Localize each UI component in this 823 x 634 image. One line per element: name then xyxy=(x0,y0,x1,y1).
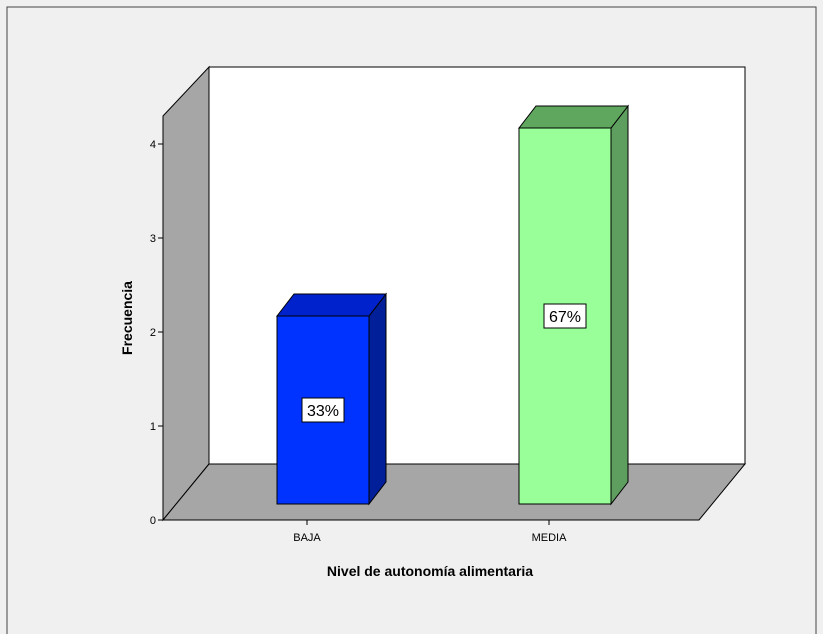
y-axis-title: Frecuencia xyxy=(119,281,135,355)
bar-baja: 33% xyxy=(275,292,388,506)
bar-top xyxy=(275,293,388,317)
y-tick-label: 2 xyxy=(150,327,156,339)
bars: 33% 67% xyxy=(275,104,630,506)
bar-side xyxy=(368,292,387,506)
x-axis-title: Nivel de autonomía alimentaria xyxy=(327,563,533,579)
data-label-box xyxy=(543,303,587,329)
y-axis-ticks: 0 1 2 3 4 xyxy=(150,139,163,527)
data-label: 67% xyxy=(549,309,581,326)
bar-media: 67% xyxy=(517,104,630,506)
bar-top xyxy=(517,105,630,129)
y-tick-label: 4 xyxy=(150,139,156,151)
bar-side xyxy=(610,104,629,506)
data-label: 33% xyxy=(307,403,339,420)
x-tick-label: MEDIA xyxy=(532,532,568,544)
y-tick-label: 0 xyxy=(150,515,156,527)
x-axis-tick-labels: BAJA MEDIA xyxy=(293,520,567,544)
y-tick-label: 1 xyxy=(150,421,156,433)
floor-plane xyxy=(161,463,747,521)
data-label-box xyxy=(301,397,345,423)
y-tick-label: 3 xyxy=(150,233,156,245)
side-wall xyxy=(162,65,210,522)
x-tick-label: BAJA xyxy=(293,532,321,544)
